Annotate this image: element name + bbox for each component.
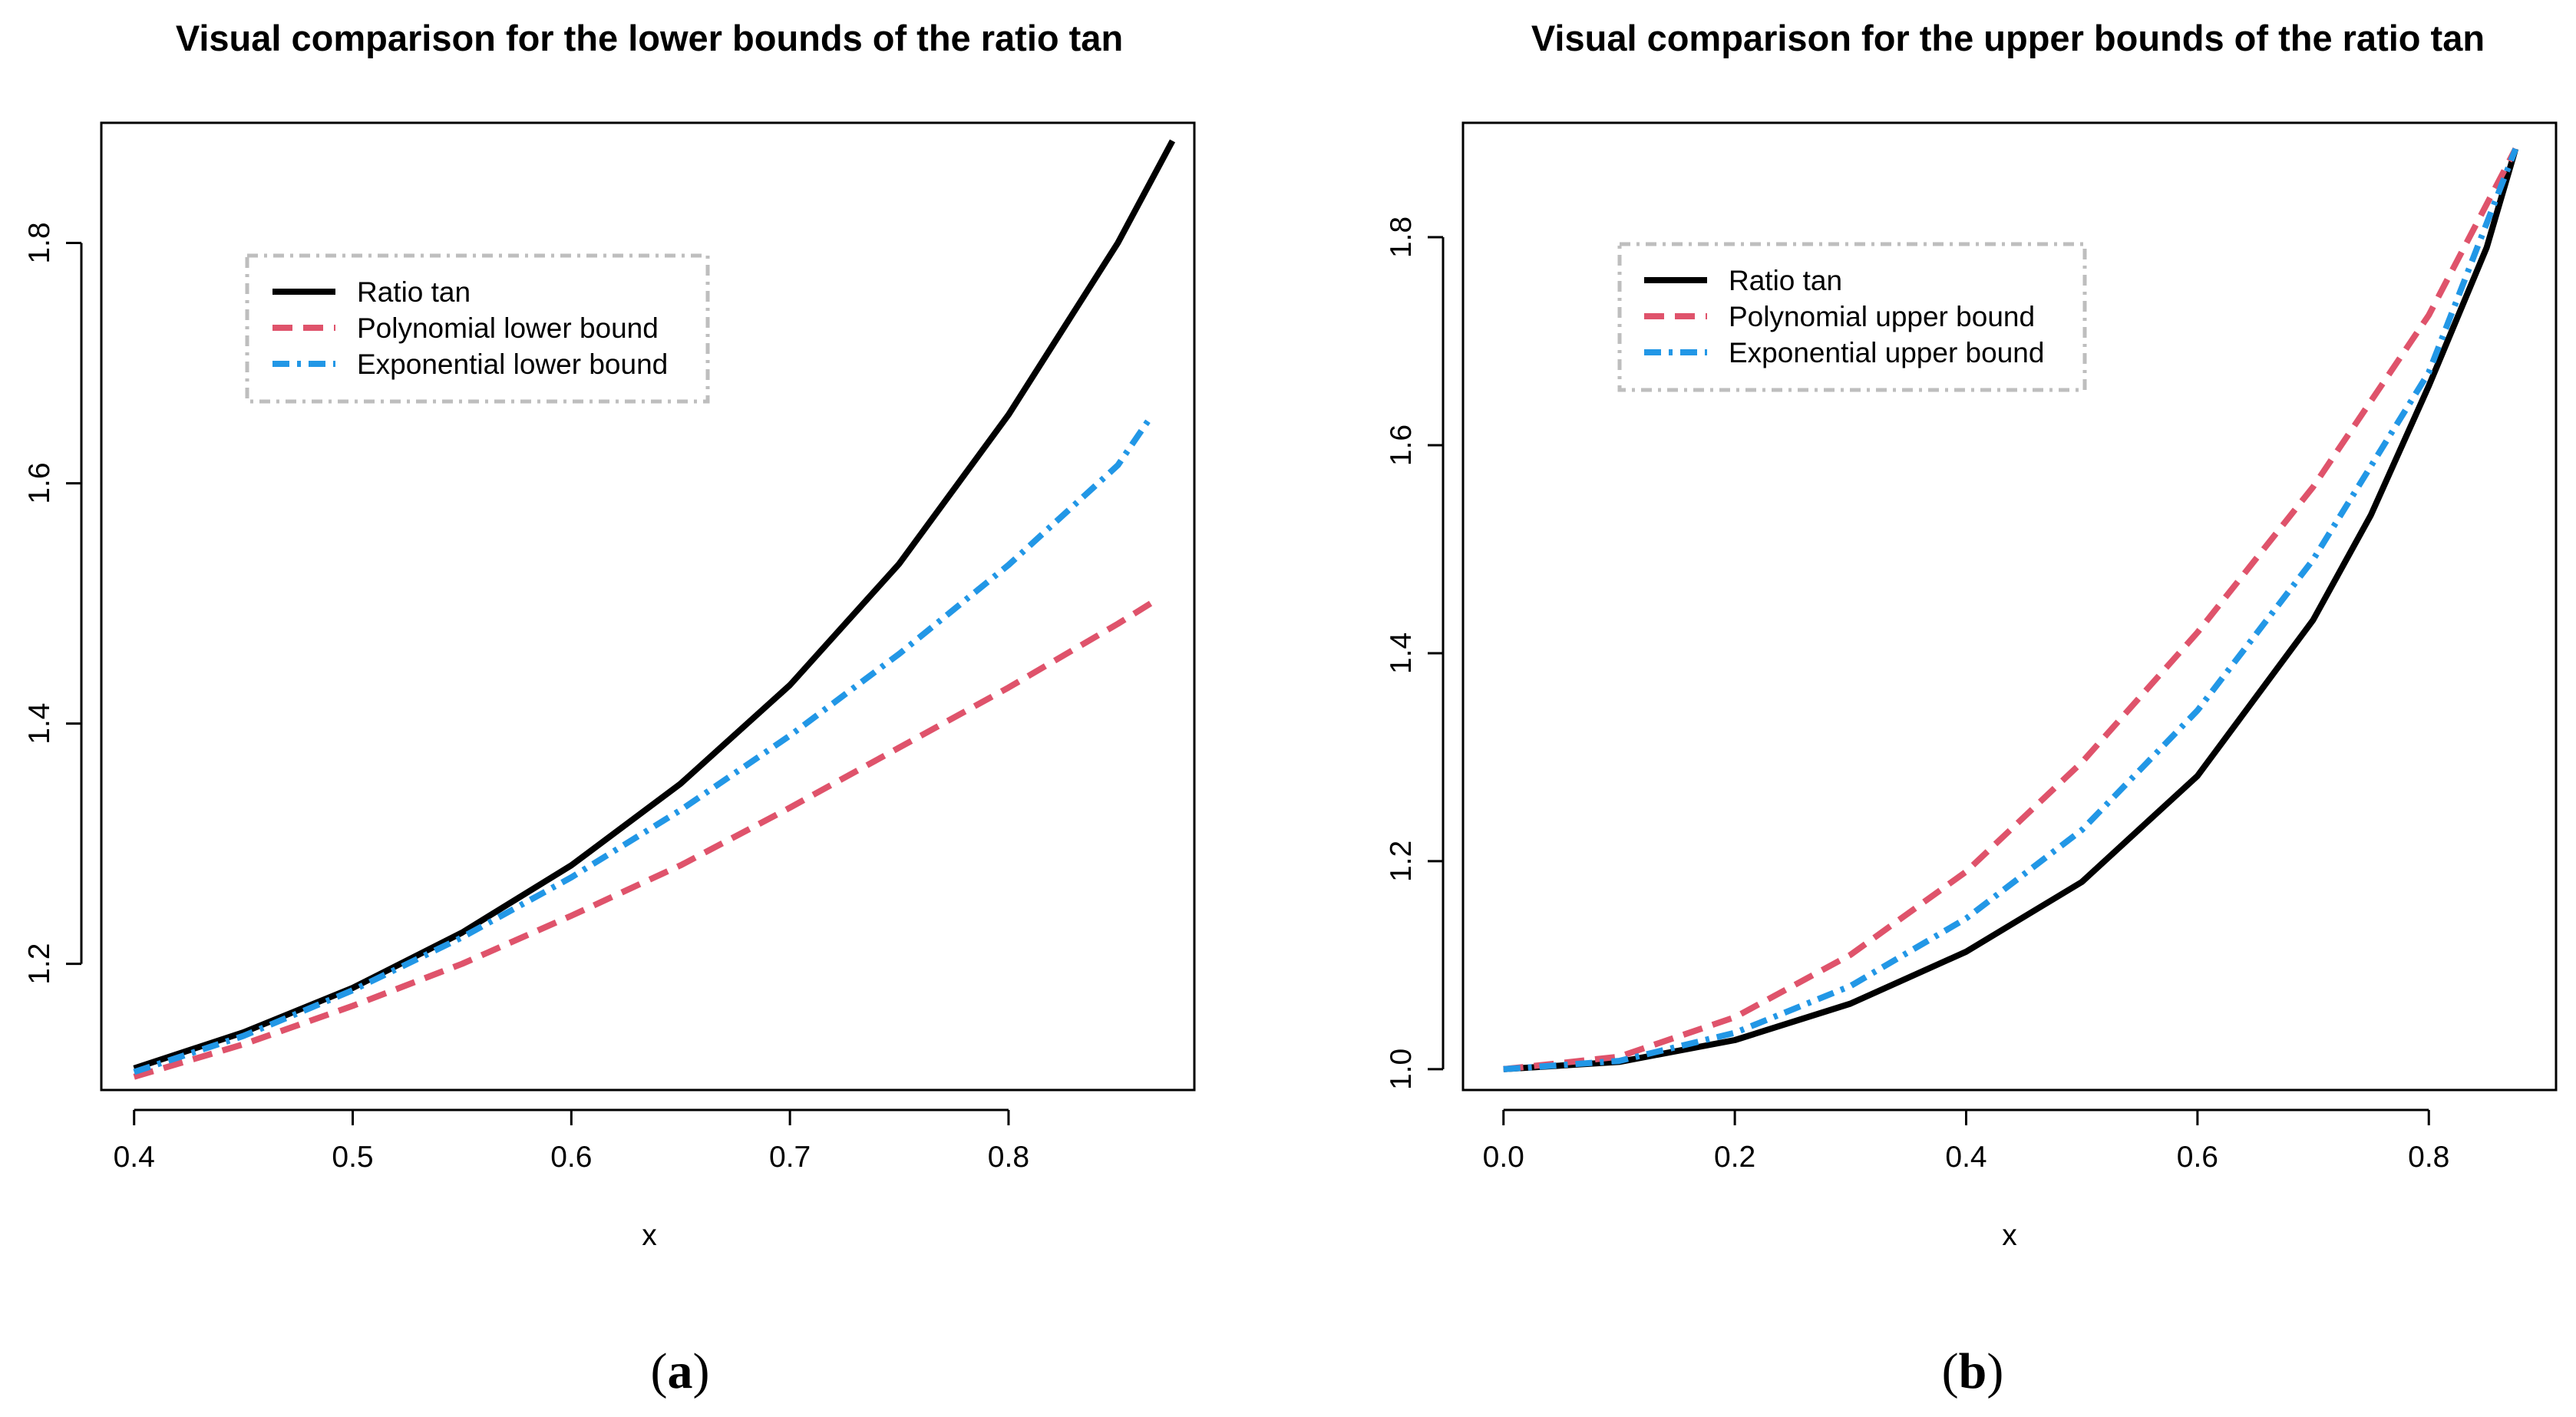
- chart-b-x-tick-label: 0.6: [2177, 1141, 2218, 1174]
- chart-b-x-tick-label: 0.0: [1483, 1141, 1524, 1174]
- panel-b: Visual comparison for the upper bounds o…: [1385, 18, 2558, 1399]
- chart-a-series-polynomial-lower-bound: [133, 600, 1153, 1080]
- chart-b-plot-frame: [1461, 121, 2558, 1092]
- chart-a-caption-letter: a: [668, 1343, 693, 1399]
- chart-a-x-tick-label: 0.5: [332, 1141, 373, 1174]
- chart-b-legend-label-1: Polynomial upper bound: [1729, 301, 2035, 332]
- chart-b-legend-label-0: Ratio tan: [1729, 265, 1842, 296]
- chart-a-title: Visual comparison for the lower bounds o…: [176, 18, 1123, 58]
- chart-a-series-exponential-lower-bound: [133, 415, 1154, 1075]
- chart-b-y-tick-label: 1.4: [1385, 633, 1418, 674]
- chart-a-x-tick-label: 0.6: [550, 1141, 592, 1174]
- chart-a-legend-box: [245, 253, 710, 404]
- chart-a-legend: Ratio tan Polynomial lower bound Exponen…: [245, 253, 710, 404]
- chart-a-axes-layer: 0.4 0.5 0.6 0.7 0.8 1.2 1.4 1.6 1.8: [23, 222, 1029, 1174]
- chart-b-y-tick-label: 1.6: [1385, 424, 1418, 466]
- chart-a-caption: (a): [651, 1343, 710, 1399]
- chart-b-caption-letter: b: [1959, 1343, 1987, 1399]
- chart-a-x-axis-label: x: [642, 1219, 657, 1252]
- chart-a-y-tick-label: 1.2: [23, 943, 56, 985]
- chart-b-series-exponential-upper-bound: [1503, 147, 2519, 1072]
- chart-b-legend-box: [1617, 242, 2087, 392]
- chart-b-series-polynomial-upper-bound: [1503, 147, 2518, 1072]
- panel-a: Visual comparison for the lower bounds o…: [23, 18, 1196, 1399]
- chart-a-legend-label-2: Exponential lower bound: [357, 348, 668, 380]
- chart-a-plot-frame: [100, 121, 1196, 1092]
- chart-a-legend-label-1: Polynomial lower bound: [357, 312, 659, 344]
- chart-a-y-tick-label: 1.4: [23, 702, 56, 744]
- chart-b-legend: Ratio tan Polynomial upper bound Exponen…: [1617, 242, 2087, 392]
- chart-b-x-tick-label: 0.2: [1714, 1141, 1755, 1174]
- chart-b-series-ratio-tan: [1503, 147, 2519, 1072]
- chart-a-y-tick-label: 1.8: [23, 222, 56, 263]
- chart-a-legend-label-0: Ratio tan: [357, 276, 471, 308]
- chart-b-y-tick-label: 1.0: [1385, 1049, 1418, 1090]
- chart-b-x-tick-label: 0.8: [2408, 1141, 2449, 1174]
- chart-b-series-layer: [1503, 147, 2519, 1072]
- chart-b-caption: (b): [1942, 1343, 2004, 1399]
- chart-a-series-layer: [133, 139, 1176, 1080]
- chart-b-x-axis-label: x: [2002, 1219, 2017, 1252]
- chart-a-x-tick-label: 0.8: [988, 1141, 1029, 1174]
- chart-b-title: Visual comparison for the upper bounds o…: [1531, 18, 2485, 58]
- chart-a-x-tick-label: 0.4: [114, 1141, 155, 1174]
- chart-a-y-tick-label: 1.6: [23, 462, 56, 504]
- chart-b-y-tick-label: 1.2: [1385, 841, 1418, 882]
- chart-b-x-tick-label: 0.4: [1945, 1141, 1986, 1174]
- chart-b-legend-label-2: Exponential upper bound: [1729, 337, 2044, 368]
- chart-b-y-tick-label: 1.8: [1385, 216, 1418, 258]
- chart-b-axes-layer: 0.0 0.2 0.4 0.6 0.8 1.0 1.2 1.4 1.6 1.8: [1385, 216, 2449, 1174]
- chart-a-x-tick-label: 0.7: [769, 1141, 811, 1174]
